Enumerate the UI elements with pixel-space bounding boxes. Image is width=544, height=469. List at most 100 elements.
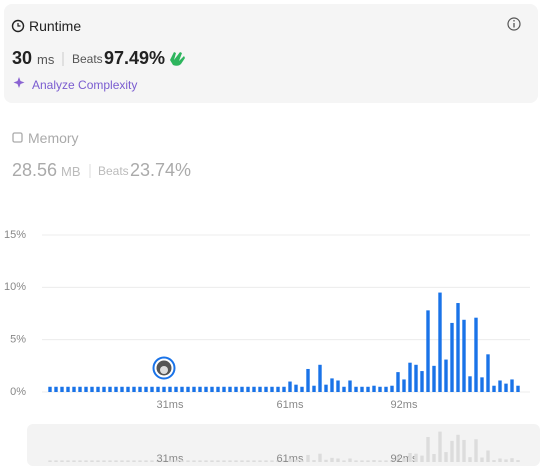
bar: [150, 386, 154, 392]
bar: [336, 380, 340, 392]
brush-bar: [210, 460, 214, 462]
bar: [276, 386, 280, 392]
brush-bar: [156, 460, 160, 462]
brush-bar: [312, 460, 316, 462]
bar: [324, 384, 328, 392]
bar: [354, 386, 358, 392]
brush-bar: [480, 457, 484, 462]
brush-bar: [378, 460, 382, 462]
brush-bar: [288, 458, 292, 462]
bar: [366, 386, 370, 392]
brush-bar: [324, 459, 328, 462]
memory-beats: 23.74%: [130, 160, 192, 180]
bar: [156, 386, 160, 392]
clock-icon: [11, 19, 25, 33]
brush-bar: [162, 460, 166, 462]
info-icon[interactable]: [507, 17, 521, 31]
brush-bar: [240, 460, 244, 462]
bar: [174, 386, 178, 392]
bar: [408, 362, 412, 392]
brush-bar: [504, 459, 508, 462]
bar: [342, 386, 346, 392]
brush-bar: [300, 460, 304, 462]
brush-bar: [372, 460, 376, 462]
bar: [66, 386, 70, 392]
bar: [240, 386, 244, 392]
bar: [246, 386, 250, 392]
bar: [204, 386, 208, 392]
brush-bar: [474, 439, 478, 462]
brush-bar: [138, 460, 142, 462]
brush-bar: [126, 460, 130, 462]
brush-bar: [180, 460, 184, 462]
brush-bar: [102, 460, 106, 462]
bar: [450, 322, 454, 392]
brush-bar: [120, 460, 124, 462]
bar: [72, 386, 76, 392]
analyze-link[interactable]: Analyze Complexity: [32, 78, 138, 92]
runtime-card: [4, 4, 538, 103]
bar: [120, 386, 124, 392]
bar: [162, 386, 166, 392]
bar: [306, 368, 310, 392]
bar: [144, 386, 148, 392]
info-dot: [513, 20, 515, 22]
brush-area[interactable]: [27, 424, 540, 466]
brush-bar: [72, 460, 76, 462]
brush-bar: [96, 460, 100, 462]
y-tick-label: 0%: [10, 386, 26, 398]
brush-bar: [270, 460, 274, 462]
bar: [426, 310, 430, 392]
runtime-value: 30: [12, 48, 33, 68]
bar: [414, 364, 418, 392]
brush-bar: [258, 460, 262, 462]
brush-bar: [264, 460, 268, 462]
brush-bar: [204, 460, 208, 462]
brush-bar: [192, 460, 196, 462]
brush-bar: [510, 458, 514, 462]
bar: [438, 292, 442, 392]
bar: [372, 385, 376, 392]
bar: [54, 386, 58, 392]
bar: [180, 386, 184, 392]
bar: [312, 385, 316, 392]
memory-title: Memory: [28, 130, 79, 146]
bar: [384, 386, 388, 392]
brush-bar: [444, 452, 448, 462]
memory-beats-label: Beats: [98, 164, 129, 178]
bar: [468, 376, 472, 392]
y-tick-label: 15%: [4, 229, 26, 241]
bar: [330, 378, 334, 392]
bar: [288, 381, 292, 392]
brush-bar: [516, 460, 520, 462]
bar: [456, 303, 460, 392]
bar: [474, 317, 478, 392]
bar: [192, 386, 196, 392]
bar: [78, 386, 82, 392]
brush-bar: [198, 460, 202, 462]
brush-bar: [150, 460, 154, 462]
brush-bar: [414, 453, 418, 462]
bar: [126, 386, 130, 392]
brush-bar: [276, 460, 280, 462]
memory-value: 28.56: [12, 160, 58, 180]
bar: [294, 384, 298, 392]
bar: [498, 380, 502, 392]
bar: [108, 386, 112, 392]
brush-bar: [228, 460, 232, 462]
brush-bar: [396, 455, 400, 462]
brush-bar: [462, 439, 466, 462]
bar: [486, 354, 490, 392]
bar: [84, 386, 88, 392]
bar: [198, 386, 202, 392]
brush-bar: [402, 458, 406, 462]
x-tick-label: 92ms: [391, 399, 418, 411]
brush-bar: [330, 457, 334, 462]
bar: [114, 386, 118, 392]
brush-bar: [486, 450, 490, 462]
bar: [504, 383, 508, 392]
bar: [102, 386, 106, 392]
brush-bar: [222, 460, 226, 462]
